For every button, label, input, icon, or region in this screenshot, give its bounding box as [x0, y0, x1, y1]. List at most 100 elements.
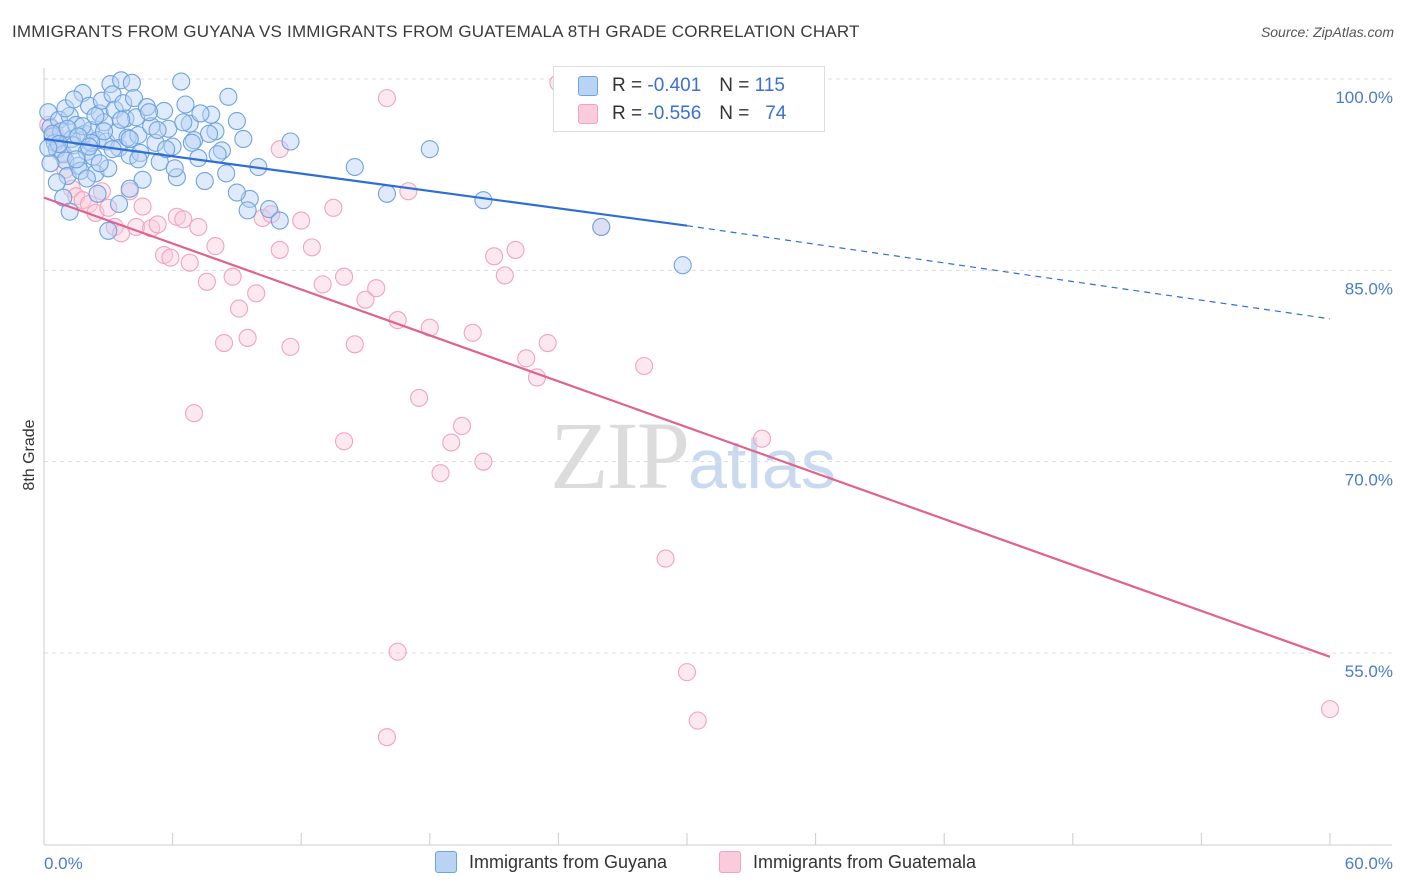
y-tick-label: 85.0%	[1345, 279, 1393, 298]
data-point	[495, 266, 514, 285]
data-point	[442, 433, 461, 452]
data-point	[58, 119, 77, 138]
data-point	[206, 237, 225, 256]
data-point	[238, 328, 257, 347]
data-point	[184, 404, 204, 423]
grid-lines	[44, 78, 1392, 654]
data-point	[167, 168, 186, 187]
data-point	[259, 200, 279, 219]
y-axis-label: 8th Grade	[21, 419, 38, 490]
data-point	[281, 132, 300, 151]
data-point	[157, 140, 176, 159]
data-point	[129, 126, 148, 145]
data-point	[217, 164, 236, 183]
legend-r-value: -0.401	[647, 75, 702, 96]
data-point	[313, 275, 332, 294]
data-point	[197, 272, 216, 291]
legend-item-guatemala[interactable]: Immigrants from Guatemala	[719, 851, 976, 873]
legend-item-guyana[interactable]: Immigrants from Guyana	[435, 851, 667, 873]
guatemala-swatch	[719, 851, 741, 873]
data-point	[227, 112, 246, 131]
data-point	[172, 72, 191, 91]
data-point	[92, 91, 111, 110]
legend-n-value: 115	[754, 75, 785, 96]
legend-n-value: 74	[765, 103, 787, 124]
source-credit: Source: ZipAtlas.com	[1260, 24, 1394, 40]
data-point	[99, 198, 118, 217]
data-point	[165, 159, 184, 178]
data-point	[88, 184, 107, 203]
x-tick-label: 0.0%	[44, 854, 83, 873]
data-point	[67, 150, 86, 169]
data-point	[99, 221, 118, 240]
data-point	[47, 173, 66, 192]
data-point	[474, 452, 493, 471]
data-point	[474, 191, 493, 210]
data-point	[229, 299, 249, 318]
data-point	[420, 140, 439, 159]
data-point	[122, 73, 141, 92]
data-point	[176, 95, 195, 114]
data-point	[86, 106, 105, 126]
data-point	[234, 129, 253, 149]
data-point	[677, 663, 697, 682]
data-point	[635, 356, 654, 376]
data-point	[219, 87, 238, 106]
data-point	[139, 103, 159, 122]
data-point	[270, 240, 289, 259]
data-point	[64, 90, 84, 109]
data-point	[174, 113, 193, 132]
data-point	[133, 197, 152, 216]
chart-title: IMMIGRANTS FROM GUYANA VS IMMIGRANTS FRO…	[12, 22, 860, 41]
data-point	[174, 210, 193, 229]
legend-n-label: N =	[719, 75, 750, 96]
data-point	[109, 194, 129, 214]
legend-r-value: -0.556	[647, 103, 702, 124]
data-point	[270, 211, 289, 230]
data-point	[73, 117, 92, 136]
data-point	[656, 549, 675, 568]
data-point	[506, 240, 525, 259]
legend-label-guyana: Immigrants from Guyana	[469, 851, 668, 872]
guyana-trend-extension	[686, 225, 1331, 320]
tick-labels: 100.0% 85.0% 70.0% 55.0% 0.0% 60.0%	[44, 88, 1393, 873]
data-point	[148, 215, 167, 234]
data-point	[517, 349, 536, 368]
data-point	[191, 104, 210, 123]
data-point	[673, 256, 692, 275]
data-point	[270, 140, 289, 159]
x-tick-label: 60.0%	[1345, 854, 1393, 873]
data-point	[302, 238, 321, 257]
data-point	[238, 201, 257, 220]
data-point	[345, 335, 364, 354]
data-point	[180, 253, 199, 272]
data-point	[223, 267, 242, 286]
legend-n-label: N =	[719, 103, 750, 124]
data-point	[292, 211, 311, 230]
data-point	[184, 131, 204, 150]
data-point	[189, 217, 208, 237]
data-point	[345, 157, 364, 177]
guyana-points	[39, 71, 692, 275]
data-point	[208, 145, 227, 164]
data-point	[94, 122, 114, 141]
data-point	[182, 133, 201, 152]
series-legend: Immigrants from Guyana Immigrants from G…	[0, 851, 1406, 879]
axes	[43, 68, 1392, 846]
y-tick-label: 100.0%	[1335, 88, 1393, 107]
data-point	[247, 284, 266, 303]
data-point	[120, 179, 139, 198]
data-point	[377, 89, 396, 108]
data-point	[356, 290, 375, 309]
stats-legend: R = -0.401 N = 115 R = -0.556 N = 74	[553, 66, 825, 132]
data-point	[281, 337, 300, 356]
data-point	[452, 416, 472, 436]
data-point	[367, 279, 386, 298]
legend-r-label: R =	[612, 103, 643, 124]
data-point	[120, 129, 139, 149]
y-tick-label: 55.0%	[1345, 662, 1393, 681]
data-point	[463, 323, 482, 342]
data-point	[592, 217, 611, 237]
guatemala-points	[39, 72, 1340, 747]
